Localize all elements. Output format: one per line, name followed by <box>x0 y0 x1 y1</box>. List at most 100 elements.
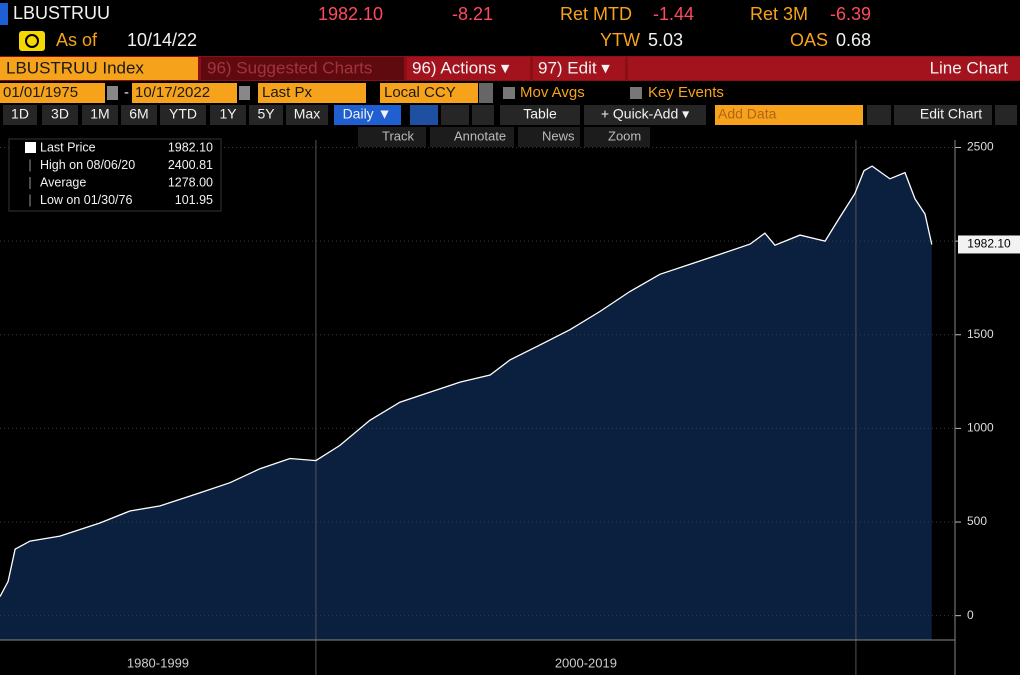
chart-tool-label: Track <box>382 128 415 143</box>
ticker: LBUSTRUU <box>13 3 110 23</box>
as-of-label: As of <box>56 30 98 50</box>
edit-label: 97) Edit ▾ <box>538 58 610 77</box>
actions-label: 96) Actions ▾ <box>412 58 510 77</box>
period-label: 1M <box>90 106 109 122</box>
add-data-placeholder: Add Data <box>718 106 777 122</box>
period-label: 6M <box>129 106 148 122</box>
currency-name: Local CCY <box>384 84 456 101</box>
period-label: 5Y <box>257 106 275 122</box>
key-events-label: Key Events <box>648 84 724 101</box>
chart-tool-button[interactable] <box>358 127 426 147</box>
field-selector[interactable] <box>258 83 366 103</box>
end-date-field[interactable] <box>132 83 237 103</box>
period-button[interactable] <box>160 105 206 125</box>
chart-tool-label: Zoom <box>608 128 641 143</box>
y-tick-label: 0 <box>967 608 974 622</box>
currency-dropdown[interactable] <box>479 83 493 103</box>
date-separator: - <box>124 84 129 101</box>
key-events-checkbox[interactable] <box>630 87 642 99</box>
legend-label: Last Price <box>40 140 96 154</box>
period-label: Max <box>294 106 320 122</box>
period-button[interactable] <box>42 105 78 125</box>
suggested-charts-label: 96) Suggested Charts <box>207 58 372 77</box>
chart-tool-label: Annotate <box>454 128 506 143</box>
legend-swatch[interactable] <box>25 142 36 153</box>
table-button[interactable] <box>500 105 580 125</box>
ticker-marker <box>0 3 8 25</box>
ret-3m-label: Ret 3M <box>750 4 808 24</box>
ret-mtd-label: Ret MTD <box>560 4 632 24</box>
period-button[interactable] <box>82 105 118 125</box>
edit-chart-button[interactable] <box>894 105 992 125</box>
table-label: Table <box>523 106 557 122</box>
legend-label: High on 08/06/20 <box>40 158 135 172</box>
price-line <box>0 165 933 597</box>
security-field[interactable] <box>0 57 198 80</box>
frequency-button[interactable] <box>334 105 401 125</box>
mov-avgs-label: Mov Avgs <box>520 84 585 101</box>
legend-label: Average <box>40 175 86 189</box>
ret-mtd-value: -1.44 <box>653 4 694 24</box>
net-change: -8.21 <box>452 4 493 24</box>
more-button[interactable] <box>472 105 494 125</box>
actions-button[interactable] <box>407 57 530 80</box>
last-price: 1982.10 <box>318 4 383 24</box>
start-date: 01/01/1975 <box>3 84 78 101</box>
legend-box <box>8 138 222 212</box>
field-name: Last Px <box>262 84 313 101</box>
sort-button[interactable] <box>441 105 469 125</box>
legend-value: 1982.10 <box>168 140 213 154</box>
legend-value: 2400.81 <box>168 158 213 172</box>
as-of-icon-glyph <box>25 34 39 48</box>
chart-tool-button[interactable] <box>430 127 514 147</box>
chart-kind-bar <box>628 57 1020 80</box>
end-date-picker[interactable] <box>239 86 250 100</box>
y-tick-label: 1500 <box>967 327 994 341</box>
mov-avgs-checkbox[interactable] <box>503 87 515 99</box>
edit-chart-label: Edit Chart <box>920 106 982 122</box>
chart-tool-button[interactable] <box>584 127 650 147</box>
chart-kind: Line Chart <box>930 58 1009 77</box>
period-button[interactable] <box>249 105 283 125</box>
period-button[interactable] <box>210 105 246 125</box>
add-data-field[interactable] <box>715 105 863 125</box>
last-price-tag-label: 1982.10 <box>967 237 1011 251</box>
legend-label: Low on 01/30/76 <box>40 193 132 207</box>
period-label: 3D <box>51 106 69 122</box>
chart-style-button[interactable] <box>410 105 438 125</box>
currency-selector[interactable] <box>380 83 478 103</box>
last-price-tag <box>958 235 1020 254</box>
period-button[interactable] <box>3 105 37 125</box>
legend-value: 1278.00 <box>168 175 213 189</box>
start-date-picker[interactable] <box>107 86 118 100</box>
x-period-label: 2000-2019 <box>555 655 617 670</box>
quick-add-label: + Quick-Add ▾ <box>601 106 689 122</box>
security-name: LBUSTRUU Index <box>6 58 144 77</box>
settings-button[interactable] <box>995 105 1017 125</box>
ytw-label: YTW <box>600 30 640 50</box>
y-tick-label: 500 <box>967 514 987 528</box>
legend-value: 101.95 <box>175 193 213 207</box>
suggested-charts-button[interactable] <box>201 57 404 80</box>
period-button[interactable] <box>286 105 328 125</box>
as-of-icon <box>19 31 45 51</box>
start-date-field[interactable] <box>0 83 105 103</box>
as-of-date: 10/14/22 <box>127 30 197 50</box>
oas-value: 0.68 <box>836 30 871 50</box>
chart-tool-label: News <box>542 128 575 143</box>
ret-3m-value: -6.39 <box>830 4 871 24</box>
x-period-label: 1980-1999 <box>127 655 189 670</box>
ytw-value: 5.03 <box>648 30 683 50</box>
period-label: 1Y <box>219 106 237 122</box>
period-button[interactable] <box>121 105 157 125</box>
edit-button[interactable] <box>533 57 625 80</box>
end-date: 10/17/2022 <box>135 84 210 101</box>
chart-tool-button[interactable] <box>518 127 580 147</box>
y-tick-label: 1000 <box>967 421 994 435</box>
quick-add-button[interactable] <box>584 105 706 125</box>
frequency-label: Daily ▼ <box>343 106 392 122</box>
oas-label: OAS <box>790 30 828 50</box>
collapse-button[interactable] <box>867 105 891 125</box>
